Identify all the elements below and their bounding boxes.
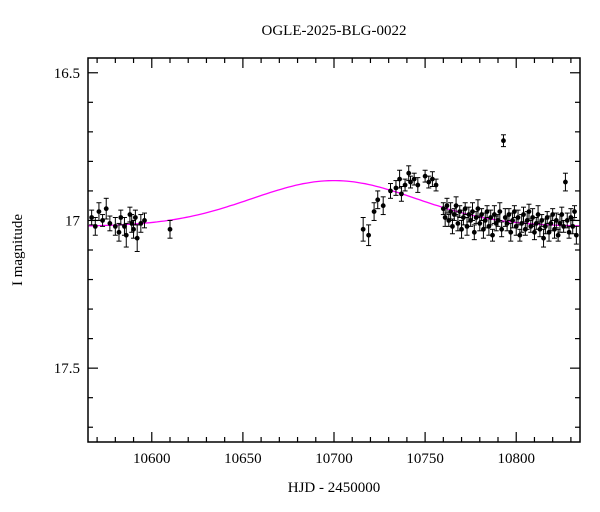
data-point (535, 212, 541, 217)
data-point (397, 176, 402, 182)
data-point (118, 215, 124, 220)
data-point (482, 218, 488, 223)
data-point (471, 229, 477, 235)
data-point (442, 215, 448, 220)
data-point (375, 197, 381, 203)
data-point (555, 232, 561, 238)
x-tick-label: 10600 (133, 451, 171, 467)
data-point (504, 221, 510, 226)
data-point (488, 215, 494, 220)
data-point (123, 232, 129, 238)
data-point (521, 212, 526, 217)
data-point (548, 221, 554, 226)
data-point (542, 223, 548, 229)
x-axis-label: HJD - 2450000 (288, 480, 381, 496)
x-tick-label: 10750 (406, 451, 444, 467)
data-point (559, 212, 565, 217)
data-point (422, 173, 428, 179)
data-point (526, 209, 532, 215)
y-tick-label: 16.5 (54, 66, 80, 82)
x-tick-label: 10800 (497, 451, 535, 467)
chart-layer: 10600 10650 10700 10750 10800 16.5 17 17.5 (54, 57, 581, 467)
data-point (132, 215, 138, 220)
data-point (122, 223, 127, 229)
data-point (444, 203, 450, 209)
data-point (415, 182, 421, 188)
data-point (501, 138, 506, 144)
x-tick-label: 10700 (315, 451, 353, 467)
data-point (430, 176, 435, 182)
data-point (406, 170, 412, 176)
data-point (167, 226, 173, 232)
data-point (564, 218, 570, 223)
data-point (433, 182, 439, 188)
data-point (497, 209, 503, 215)
data-point (537, 226, 543, 232)
x-tick-label: 10650 (224, 451, 262, 467)
data-point (532, 229, 537, 235)
data-point (142, 218, 147, 223)
data-point (572, 209, 577, 215)
data-point (426, 179, 432, 185)
data-point (371, 209, 377, 215)
data-point (103, 206, 109, 212)
data-point (360, 226, 366, 232)
data-point (453, 203, 459, 209)
data-point (408, 179, 413, 185)
data-point (517, 232, 523, 238)
data-point (570, 223, 576, 229)
data-point (464, 223, 470, 229)
data-point (393, 185, 399, 191)
data-point (134, 235, 140, 241)
data-point (380, 203, 386, 209)
data-point (530, 215, 536, 220)
data-point (459, 226, 464, 232)
y-tick-label: 17.5 (54, 361, 80, 377)
data-point (107, 221, 113, 226)
y-axis-label: I magnitude (10, 214, 26, 286)
data-point (470, 209, 475, 215)
data-point (499, 226, 505, 232)
data-point (131, 226, 136, 232)
data-point (508, 229, 514, 235)
data-point (490, 232, 495, 238)
data-point (455, 221, 461, 226)
data-point (116, 229, 122, 235)
data-point (515, 215, 521, 220)
y-tick-label: 17 (65, 213, 81, 229)
plot-title: OGLE-2025-BLG-0022 (262, 23, 407, 39)
data-point (112, 223, 118, 229)
data-point (448, 209, 454, 215)
data-point (92, 223, 98, 229)
data-point (510, 218, 515, 223)
data-point (477, 221, 483, 226)
data-point (388, 188, 393, 194)
data-point (563, 179, 568, 185)
data-point (460, 215, 466, 220)
data-point (450, 223, 455, 229)
data-point (366, 232, 372, 238)
data-point (89, 215, 95, 220)
data-point (475, 206, 481, 212)
data-point (573, 232, 579, 238)
data-point (553, 218, 559, 223)
data-point (399, 191, 404, 197)
data-point (138, 221, 144, 226)
plot-frame (87, 57, 581, 443)
data-point (541, 235, 546, 241)
data-point (96, 209, 102, 215)
data-point (402, 182, 408, 188)
